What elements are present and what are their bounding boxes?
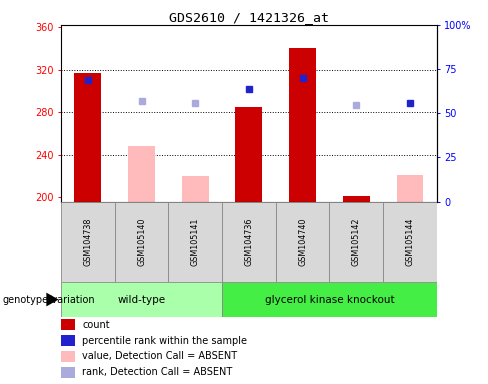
Bar	[61, 335, 75, 346]
Text: rank, Detection Call = ABSENT: rank, Detection Call = ABSENT	[82, 367, 232, 377]
Text: GSM105141: GSM105141	[191, 218, 200, 266]
Text: GSM105140: GSM105140	[137, 218, 146, 266]
Bar	[383, 202, 437, 282]
Bar	[61, 202, 115, 282]
Bar	[276, 202, 329, 282]
Text: genotype/variation: genotype/variation	[2, 295, 95, 305]
Bar	[128, 146, 155, 202]
Bar	[61, 319, 75, 330]
Text: GSM104736: GSM104736	[244, 218, 253, 266]
Bar	[343, 196, 369, 202]
Bar	[168, 202, 222, 282]
Text: GSM104738: GSM104738	[83, 218, 92, 266]
Bar	[115, 202, 168, 282]
Text: wild-type: wild-type	[118, 295, 165, 305]
Text: GSM104740: GSM104740	[298, 218, 307, 266]
Text: GSM105144: GSM105144	[406, 218, 414, 266]
Text: count: count	[82, 320, 110, 330]
Bar	[329, 202, 383, 282]
Bar	[61, 367, 75, 378]
Title: GDS2610 / 1421326_at: GDS2610 / 1421326_at	[169, 11, 329, 24]
Bar	[396, 175, 424, 202]
Bar	[182, 176, 209, 202]
Polygon shape	[46, 293, 59, 306]
Bar	[222, 202, 276, 282]
Bar	[75, 73, 102, 202]
Bar	[235, 107, 263, 202]
Text: GSM105142: GSM105142	[352, 218, 361, 266]
Text: glycerol kinase knockout: glycerol kinase knockout	[264, 295, 394, 305]
Bar	[61, 351, 75, 362]
Text: value, Detection Call = ABSENT: value, Detection Call = ABSENT	[82, 351, 237, 361]
Bar	[289, 48, 316, 202]
Bar	[222, 282, 437, 317]
Text: percentile rank within the sample: percentile rank within the sample	[82, 336, 247, 346]
Bar	[61, 282, 222, 317]
